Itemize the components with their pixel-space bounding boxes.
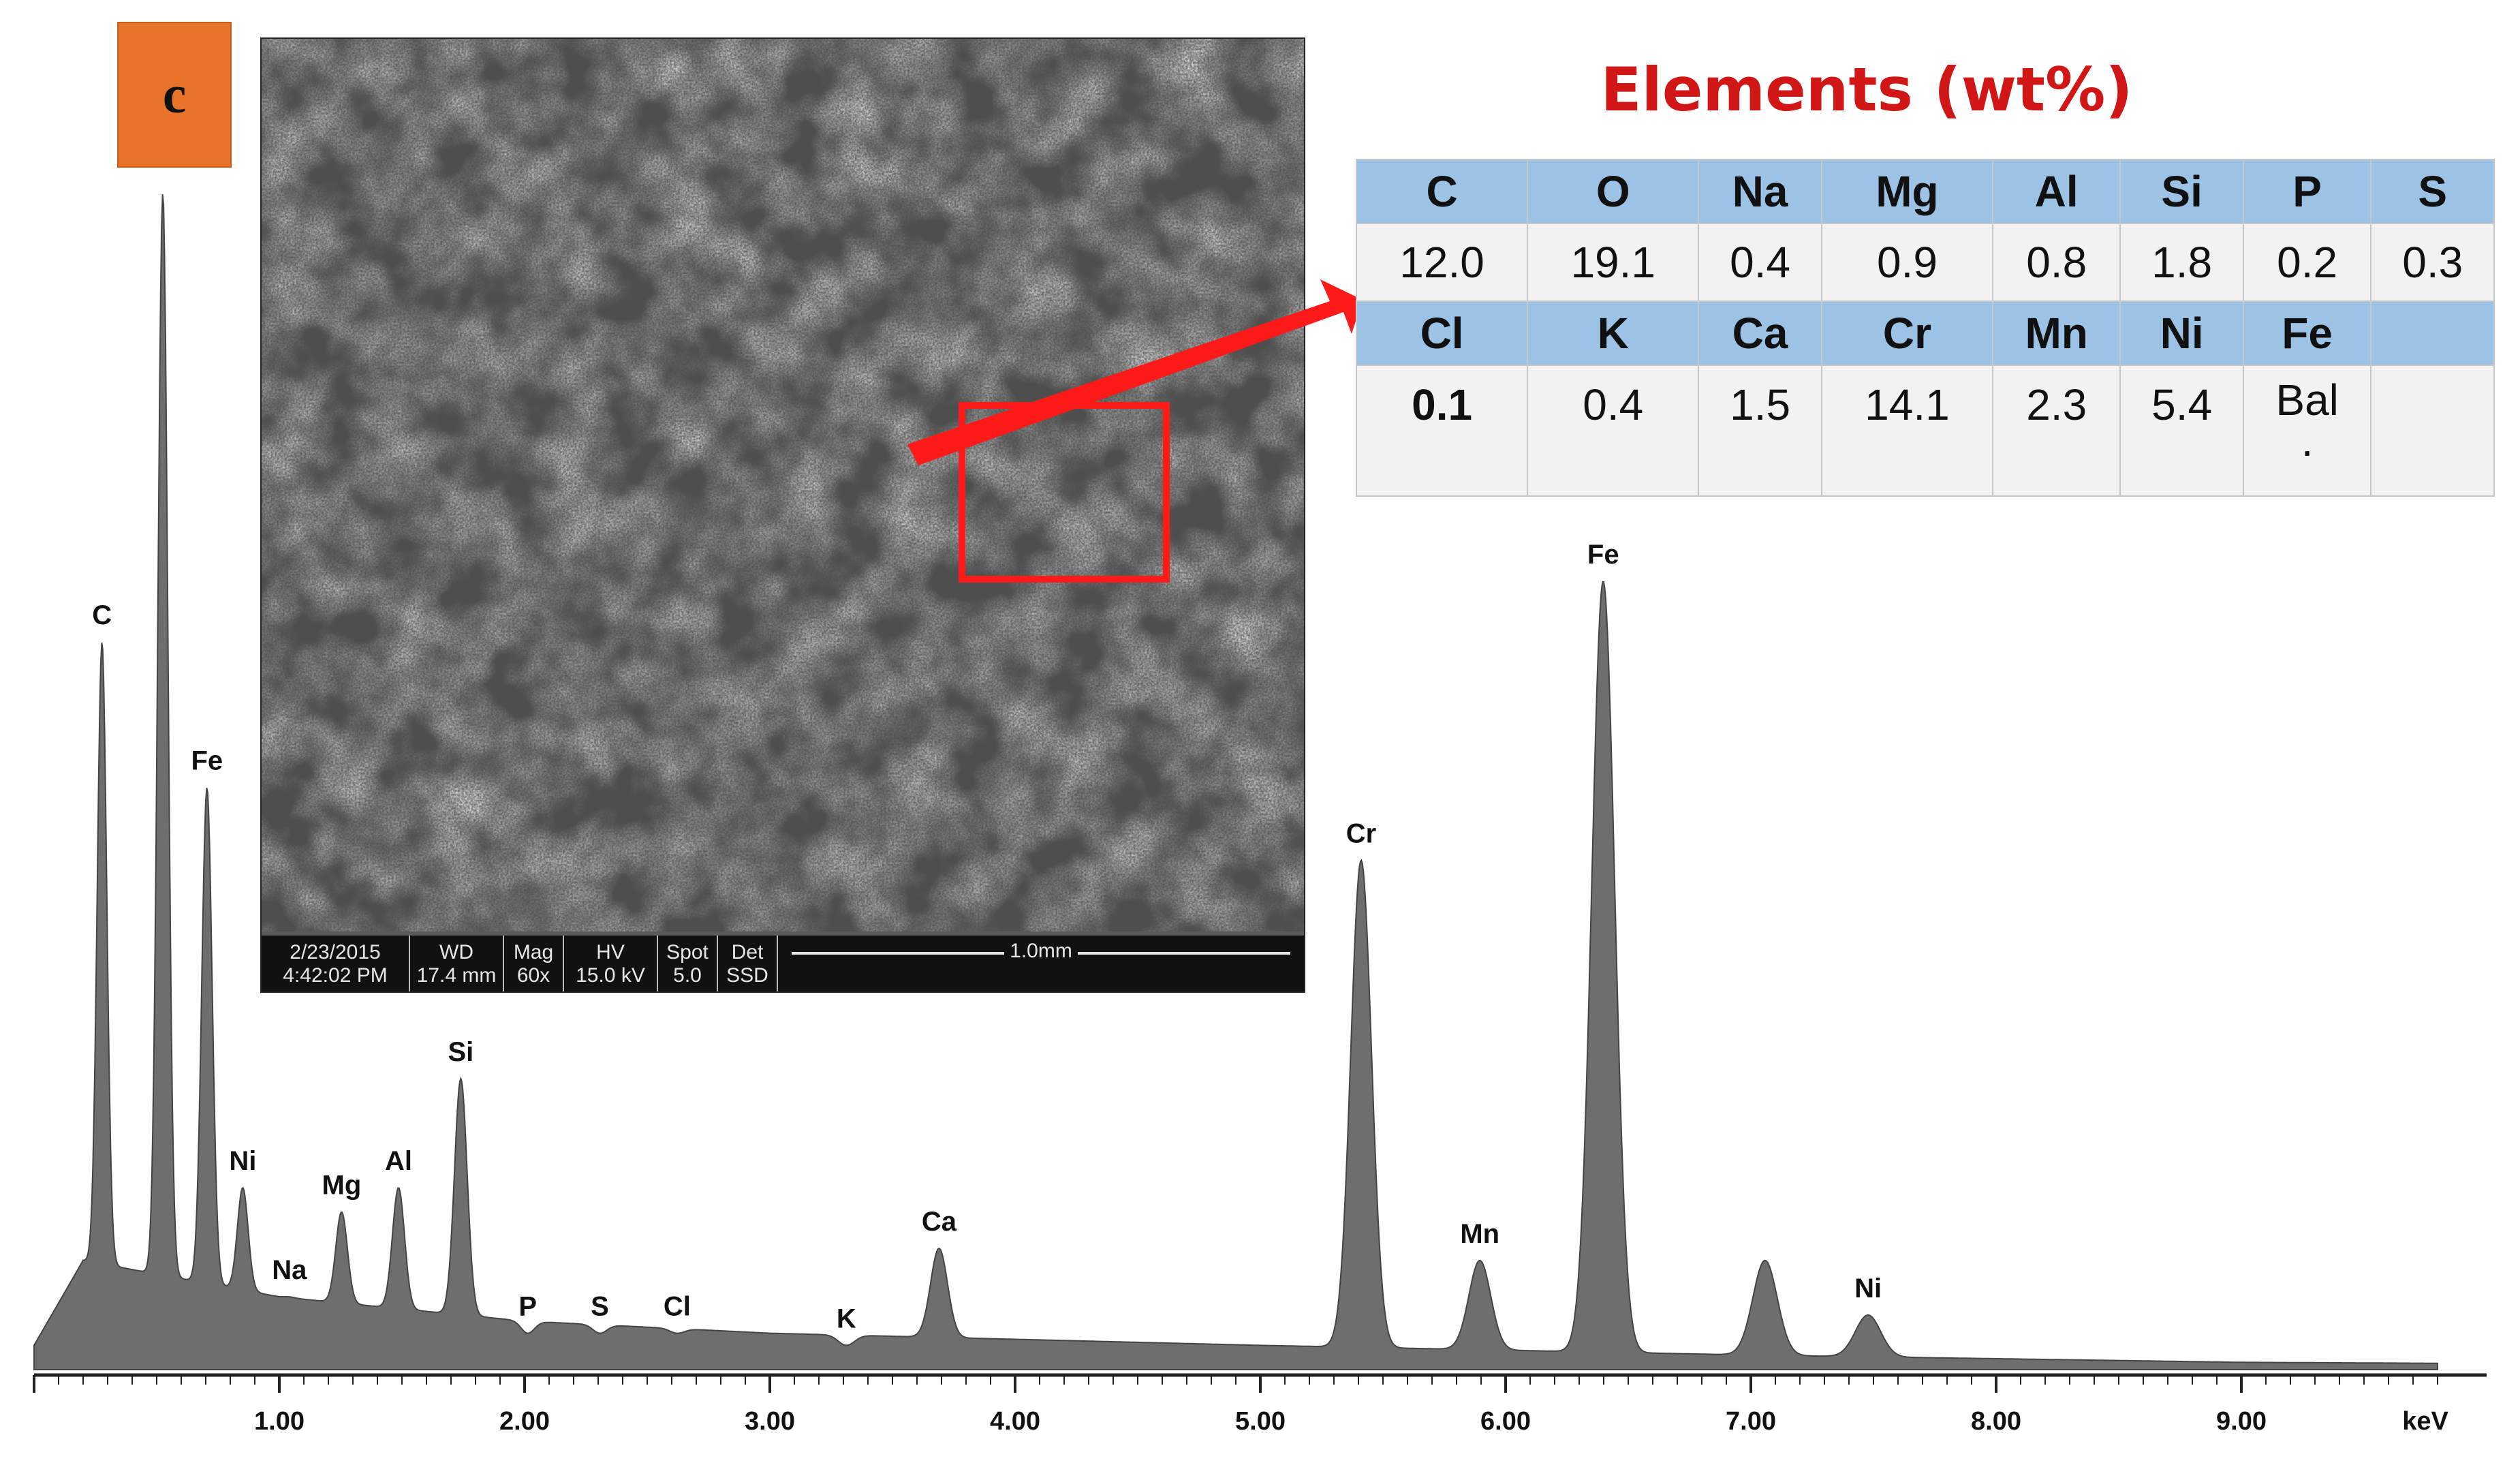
sem-spot-value: 5.0 <box>673 964 702 987</box>
table-row: Cl K Ca Cr Mn Ni Fe <box>1355 300 2495 366</box>
sem-date: 2/23/2015 <box>290 941 381 963</box>
peak-label-mn: Mn <box>1460 1219 1499 1249</box>
table-header-cell: Ca <box>1698 300 1822 366</box>
sem-micrograph: 2/23/2015 4:42:02 PM WD 17.4 mm Mag 60x … <box>260 37 1305 993</box>
table-value-cell: 0.3 <box>2370 223 2495 302</box>
sem-hv-value: 15.0 kV <box>576 964 645 987</box>
x-tick-label: 5.00 <box>1235 1407 1286 1436</box>
peak-label-si: Si <box>448 1037 474 1067</box>
x-tick-label: 2.00 <box>499 1407 550 1436</box>
panel-label-badge: c <box>117 22 232 168</box>
table-header-cell: Al <box>1991 159 2121 224</box>
peak-label-ca: Ca <box>922 1207 957 1237</box>
table-header-cell: Si <box>2119 159 2244 224</box>
peak-label-s: S <box>591 1292 609 1322</box>
elements-table: C O Na Mg Al Si P S 12.0 19.1 0.4 0.9 0.… <box>1355 159 2495 497</box>
x-tick-label: 4.00 <box>990 1407 1040 1436</box>
x-axis-unit-label: keV <box>2402 1407 2448 1436</box>
elements-table-title: Elements (wt%) <box>1600 55 2133 125</box>
sem-scale-label: 1.0mm <box>1004 940 1078 962</box>
sem-hv: HV 15.0 kV <box>564 936 658 991</box>
peak-label-k: K <box>837 1304 856 1333</box>
sem-time: 4:42:02 PM <box>283 964 388 987</box>
sem-det: Det SSD <box>718 936 778 991</box>
x-tick-label: 6.00 <box>1480 1407 1531 1436</box>
sem-mag-value: 60x <box>516 964 550 987</box>
peak-label-na: Na <box>272 1255 307 1285</box>
x-tick-label: 7.00 <box>1726 1407 1776 1436</box>
sem-mag-label: Mag <box>513 941 554 963</box>
table-header-cell: Cl <box>1355 300 1529 366</box>
x-tick-label: 8.00 <box>1971 1407 2021 1436</box>
table-value-cell: 0.4 <box>1527 365 1700 497</box>
peak-label-ni: Ni <box>1854 1274 1882 1304</box>
table-header-cell: Mg <box>1820 159 1994 224</box>
peak-label-cr: Cr <box>1346 818 1376 848</box>
x-tick-label: 9.00 <box>2216 1407 2267 1436</box>
table-value-cell: 0.9 <box>1820 223 1994 302</box>
sem-det-value: SSD <box>726 964 768 987</box>
analysis-region-box <box>959 402 1170 583</box>
table-header-cell: O <box>1527 159 1700 224</box>
peak-label-al: Al <box>385 1146 412 1176</box>
sem-det-label: Det <box>731 941 764 963</box>
spectrum-area <box>33 194 2438 1370</box>
peak-label-mg: Mg <box>322 1171 362 1201</box>
table-value-cell: Bal . <box>2242 365 2372 497</box>
table-value-cell: 0.8 <box>1991 223 2121 302</box>
x-tick-label: 3.00 <box>745 1407 795 1436</box>
sem-date-time: 2/23/2015 4:42:02 PM <box>262 936 410 991</box>
table-row: 0.1 0.4 1.5 14.1 2.3 5.4 Bal . <box>1355 365 2495 497</box>
sem-scale-bar: 1.0mm <box>778 936 1304 991</box>
table-header-cell: Mn <box>1991 300 2121 366</box>
table-header-cell: Ni <box>2119 300 2244 366</box>
table-value-cell: 1.5 <box>1698 365 1822 497</box>
table-value-cell: 1.8 <box>2119 223 2244 302</box>
sem-wd: WD 17.4 mm <box>410 936 504 991</box>
peak-label-fe: Fe <box>191 746 223 776</box>
peak-labels: C Fe Ni Na Mg Al Si P S Cl K Ca Cr Mn Fe Ni <box>92 540 1882 1333</box>
table-value-cell: 14.1 <box>1820 365 1994 497</box>
table-row: C O Na Mg Al Si P S <box>1355 159 2495 224</box>
table-value-cell: 0.2 <box>2242 223 2372 302</box>
sem-hv-label: HV <box>596 941 625 963</box>
sem-wd-label: WD <box>439 941 473 963</box>
sem-spot: Spot 5.0 <box>658 936 718 991</box>
table-value-cell: 0.1 <box>1355 365 1529 497</box>
peak-label-c: C <box>92 600 112 630</box>
table-value-cell: 5.4 <box>2119 365 2244 497</box>
table-value-cell: 19.1 <box>1527 223 1700 302</box>
table-header-cell: P <box>2242 159 2372 224</box>
panel-label: c <box>162 65 187 124</box>
sem-spot-label: Spot <box>666 941 709 963</box>
table-value-cell: 12.0 <box>1355 223 1529 302</box>
table-value-cell: 2.3 <box>1991 365 2121 497</box>
peak-label-cl: Cl <box>664 1292 691 1322</box>
table-header-cell: Fe <box>2242 300 2372 366</box>
table-value-cell <box>2370 365 2495 497</box>
sem-surface-texture <box>262 39 1304 931</box>
sem-info-bar: 2/23/2015 4:42:02 PM WD 17.4 mm Mag 60x … <box>262 936 1304 991</box>
peak-label-ni: Ni <box>229 1146 256 1176</box>
peak-label-p: P <box>518 1292 537 1322</box>
sem-wd-value: 17.4 mm <box>416 964 497 987</box>
table-header-cell: K <box>1527 300 1700 366</box>
table-header-cell: C <box>1355 159 1529 224</box>
table-header-cell <box>2370 300 2495 366</box>
table-header-cell: Na <box>1698 159 1822 224</box>
x-axis-tick-labels: 1.00 2.00 3.00 4.00 5.00 6.00 7.00 8.00 9.00 <box>254 1407 2267 1436</box>
sem-mag: Mag 60x <box>504 936 564 991</box>
x-axis-minor-ticks <box>33 1375 2438 1393</box>
peak-label-fe: Fe <box>1587 540 1619 570</box>
table-value-cell: 0.4 <box>1698 223 1822 302</box>
x-tick-label: 1.00 <box>254 1407 305 1436</box>
table-header-cell: Cr <box>1820 300 1994 366</box>
table-row: 12.0 19.1 0.4 0.9 0.8 1.8 0.2 0.3 <box>1355 223 2495 302</box>
table-header-cell: S <box>2370 159 2495 224</box>
